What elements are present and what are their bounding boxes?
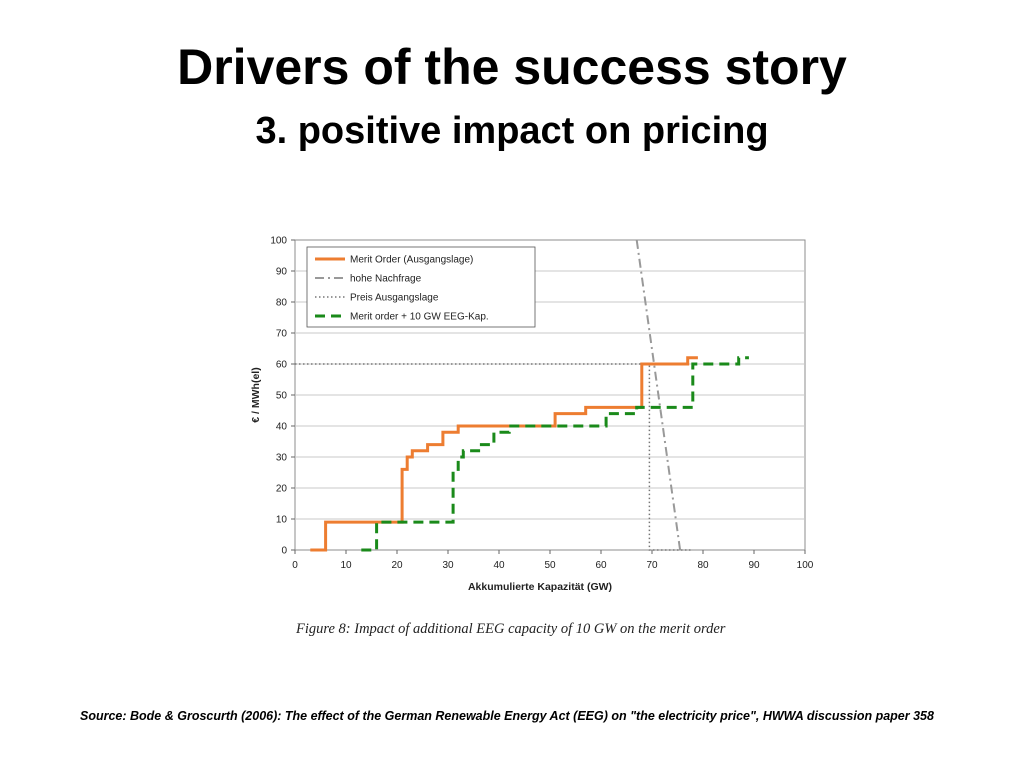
source-citation: Source: Bode & Groscurth (2006): The eff… [80, 709, 934, 723]
y-tick-label: 30 [276, 453, 288, 464]
x-tick-label: 60 [595, 560, 607, 571]
x-tick-label: 20 [391, 560, 403, 571]
legend-label-2: Preis Ausgangslage [350, 293, 439, 304]
x-tick-label: 0 [292, 560, 298, 571]
x-tick-label: 50 [544, 560, 556, 571]
x-tick-label: 90 [748, 560, 760, 571]
legend-label-3: Merit order + 10 GW EEG-Kap. [350, 312, 489, 323]
x-axis-label: Akkumulierte Kapazität (GW) [468, 581, 612, 593]
y-tick-label: 80 [276, 298, 288, 309]
series-line-0 [310, 356, 698, 552]
x-tick-label: 100 [797, 560, 814, 571]
slide-title: Drivers of the success story [177, 39, 847, 95]
y-tick-label: 90 [276, 267, 288, 278]
x-tick-label: 10 [340, 560, 352, 571]
y-tick-label: 50 [276, 391, 288, 402]
y-tick-label: 0 [281, 546, 287, 557]
figure-caption: Figure 8: Impact of additional EEG capac… [296, 621, 726, 637]
y-tick-label: 100 [270, 236, 287, 247]
x-tick-label: 70 [646, 560, 658, 571]
x-tick-label: 80 [697, 560, 709, 571]
series-line-1 [635, 239, 682, 551]
x-tick-label: 30 [442, 560, 454, 571]
y-tick-label: 20 [276, 484, 288, 495]
x-tick-label: 40 [493, 560, 505, 571]
y-tick-label: 10 [276, 515, 288, 526]
y-tick-label: 70 [276, 329, 288, 340]
slide-subtitle: 3. positive impact on pricing [255, 110, 769, 152]
y-tick-label: 60 [276, 360, 288, 371]
legend-label-0: Merit Order (Ausgangslage) [350, 255, 473, 266]
y-tick-label: 40 [276, 422, 288, 433]
y-axis-label: € / MWh(el) [250, 367, 262, 422]
merit-order-chart: 0 10 20 30 40 50 60 70 80 90 100 0 10 20 30 40 50 60 70 80 9… [250, 236, 814, 594]
series-line-3 [361, 356, 749, 552]
series-line-2 [295, 363, 693, 551]
legend-label-1: hohe Nachfrage [350, 274, 422, 285]
